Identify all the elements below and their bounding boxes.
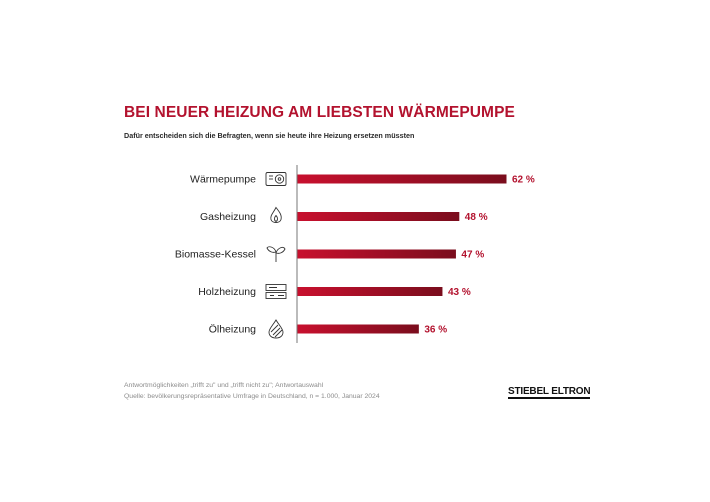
category-label-waermepumpe: Wärmepumpe	[190, 174, 256, 186]
bar-oelheizung	[297, 324, 419, 334]
category-label-gasheizung: Gasheizung	[200, 211, 256, 223]
value-label-holzheizung: 43 %	[448, 287, 471, 298]
footnote-source: Quelle: bevölkerungsrepräsentative Umfra…	[124, 393, 380, 400]
footnote-answer-options: Antwortmöglichkeiten „trifft zu" und „tr…	[124, 382, 324, 389]
wood-logs-icon	[265, 284, 287, 299]
value-label-gasheizung: 48 %	[465, 212, 488, 223]
brand-logo: STIEBEL ELTRON	[508, 386, 591, 399]
chart-subtitle: Dafür entscheiden sich die Befragten, we…	[124, 131, 415, 140]
category-label-holzheizung: Holzheizung	[198, 286, 256, 298]
chart-title: BEI NEUER HEIZUNG AM LIEBSTEN WÄRMEPUMPE	[124, 104, 515, 121]
value-label-waermepumpe: 62 %	[512, 175, 535, 186]
bar-waermepumpe	[297, 174, 507, 184]
value-label-biomasse-kessel: 47 %	[461, 250, 484, 261]
bar-gasheizung	[297, 212, 460, 221]
category-label-oelheizung: Ölheizung	[209, 324, 256, 336]
value-label-oelheizung: 36 %	[424, 325, 447, 336]
bar-biomasse-kessel	[297, 249, 456, 259]
oil-drop-icon	[268, 319, 284, 339]
heat-pump-icon	[265, 172, 287, 186]
bar-holzheizung	[297, 287, 443, 296]
category-label-biomasse-kessel: Biomasse-Kessel	[175, 249, 256, 261]
plant-sprout-icon	[266, 246, 286, 262]
gas-flame-icon	[270, 206, 282, 223]
